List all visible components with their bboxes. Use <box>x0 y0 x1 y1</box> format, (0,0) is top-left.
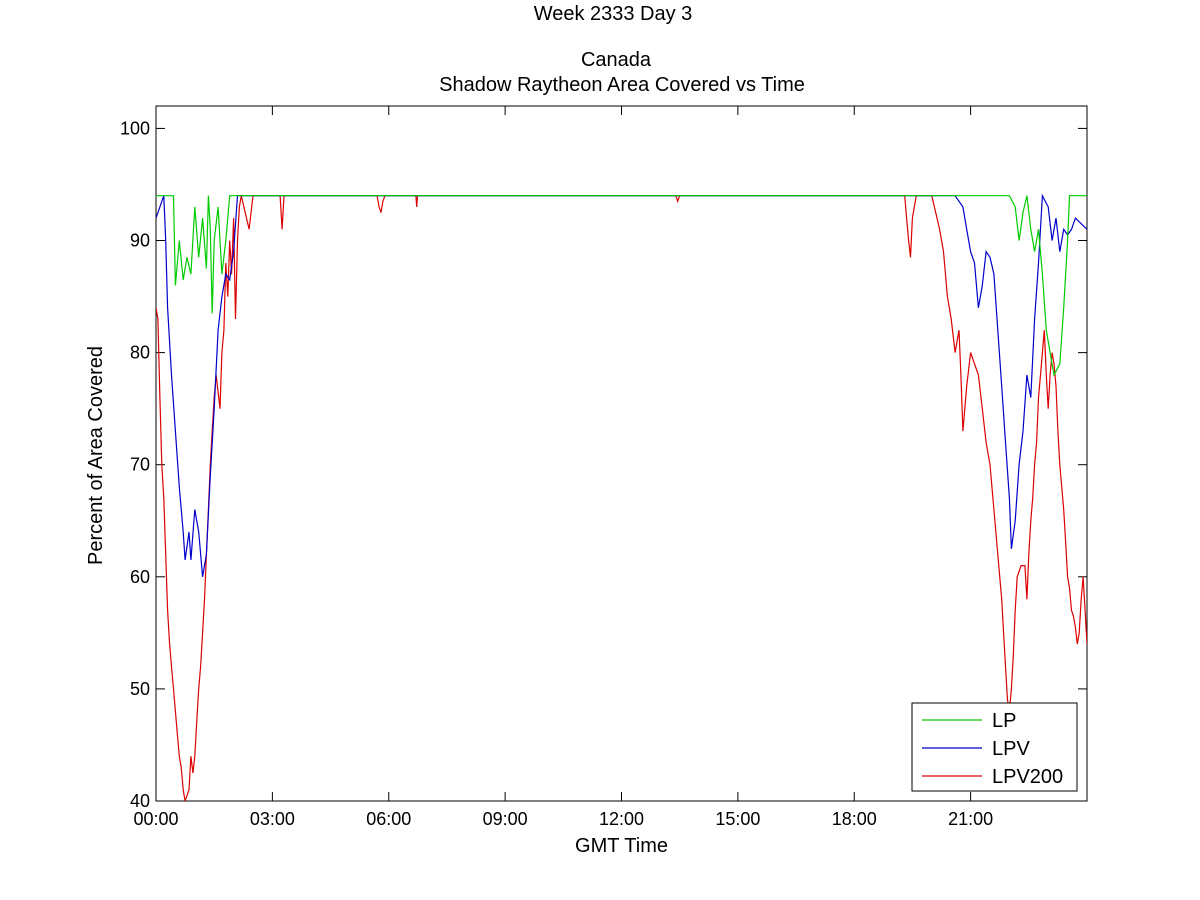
x-axis-label: GMT Time <box>575 835 668 857</box>
series-line-lp <box>156 195 1087 377</box>
y-tick-label: 60 <box>130 567 150 587</box>
x-tick-label: 21:00 <box>948 809 993 829</box>
y-tick-label: 90 <box>130 231 150 251</box>
chart-title-line-3: Shadow Raytheon Area Covered vs Time <box>439 74 805 96</box>
y-tick-label: 50 <box>130 679 150 699</box>
x-tick-label: 03:00 <box>250 809 295 829</box>
x-tick-label: 18:00 <box>832 809 877 829</box>
legend: LP LPV LPV200 <box>911 702 1078 792</box>
x-axis-ticks: 00:00 03:00 06:00 09:00 12:00 15:00 18:00 21:00 <box>133 106 993 829</box>
x-tick-label: 06:00 <box>366 809 411 829</box>
y-tick-label: 100 <box>120 118 150 138</box>
y-axis-ticks: 40 50 60 70 80 90 100 <box>120 118 1087 811</box>
x-tick-label: 00:00 <box>133 809 178 829</box>
x-tick-label: 15:00 <box>715 809 760 829</box>
legend-label-lpv: LPV <box>992 738 1030 760</box>
x-tick-label: 09:00 <box>483 809 528 829</box>
series-layer <box>156 193 1087 801</box>
x-tick-label: 12:00 <box>599 809 644 829</box>
chart-title-line-1: Week 2333 Day 3 <box>534 3 693 25</box>
plot-area <box>155 105 1088 802</box>
series-line-lpv200 <box>156 195 1087 801</box>
y-axis-label: Percent of Area Covered <box>85 346 107 565</box>
chart-titles: Week 2333 Day 3 Canada Shadow Raytheon A… <box>439 3 805 96</box>
y-tick-label: 70 <box>130 455 150 475</box>
y-tick-label: 40 <box>130 791 150 811</box>
y-tick-label: 80 <box>130 343 150 363</box>
chart-title-line-2: Canada <box>581 49 652 71</box>
legend-label-lp: LP <box>992 710 1016 732</box>
series-line-lpv <box>156 193 1087 577</box>
legend-label-lpv200: LPV200 <box>992 766 1063 788</box>
